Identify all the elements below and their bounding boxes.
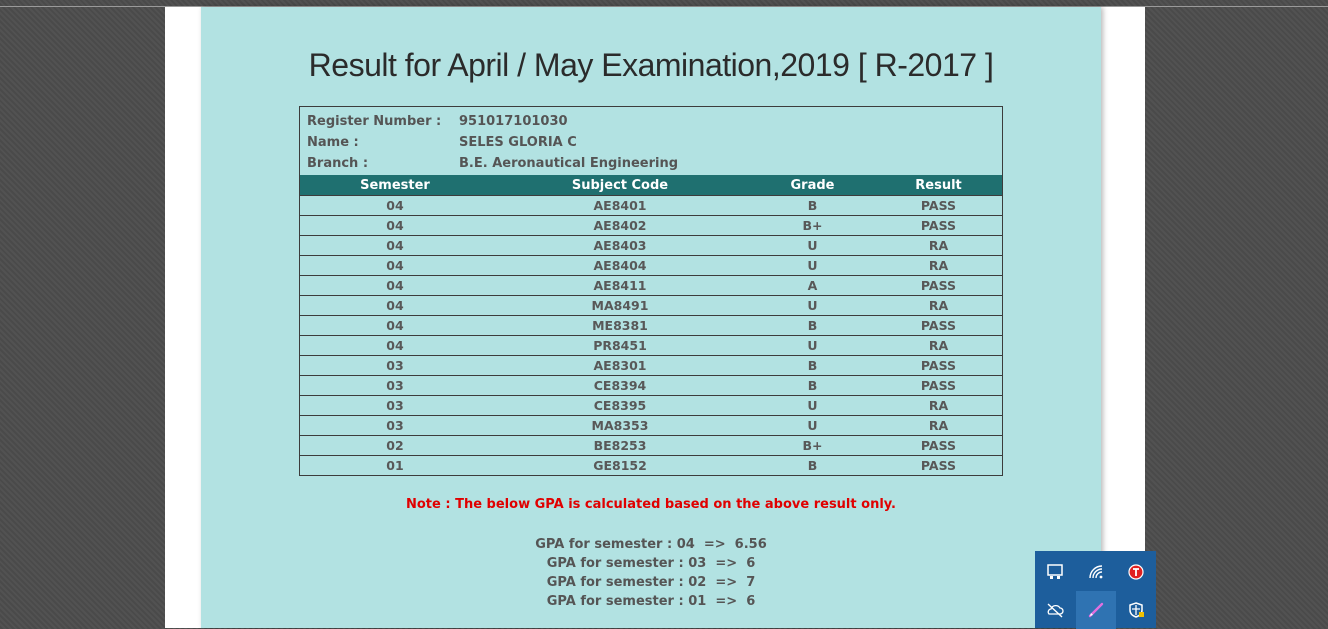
monitor-icon[interactable] xyxy=(1035,553,1075,591)
gpa-semester-04: GPA for semester : 04 => 6.56 xyxy=(535,537,767,552)
branch-label: Branch : xyxy=(307,156,369,171)
grade-cell: A xyxy=(750,275,875,296)
gpa-semester-02: GPA for semester : 02 => 7 xyxy=(546,575,756,590)
result-cell: RA xyxy=(875,255,1002,276)
semester-cell: 03 xyxy=(300,355,490,376)
result-cell: PASS xyxy=(875,375,1002,396)
grade-cell: U xyxy=(750,255,875,276)
subject-code-cell: AE8404 xyxy=(490,255,750,276)
grade-cell: B+ xyxy=(750,435,875,456)
result-table-box: Register Number : 951017101030 Name : SE… xyxy=(299,106,1003,476)
grade-cell: U xyxy=(750,235,875,256)
semester-cell: 04 xyxy=(300,235,490,256)
grade-cell: B+ xyxy=(750,215,875,236)
semester-cell: 03 xyxy=(300,375,490,396)
grade-cell: B xyxy=(750,375,875,396)
table-row: 01 GE8152 B PASS xyxy=(300,455,1002,475)
subject-code-cell: CE8394 xyxy=(490,375,750,396)
table-row: 03 AE8301 B PASS xyxy=(300,355,1002,376)
result-cell: RA xyxy=(875,235,1002,256)
grade-cell: B xyxy=(750,315,875,336)
window-top-border xyxy=(0,6,1328,7)
table-row: 04 ME8381 B PASS xyxy=(300,315,1002,336)
system-tray-overflow xyxy=(1035,551,1156,629)
grade-cell: B xyxy=(750,355,875,376)
semester-cell: 02 xyxy=(300,435,490,456)
grade-cell: B xyxy=(750,195,875,216)
table-row: 04 AE8411 A PASS xyxy=(300,275,1002,296)
table-row: 04 AE8402 B+ PASS xyxy=(300,215,1002,236)
gpa-note: Note : The below GPA is calculated based… xyxy=(406,497,896,512)
table-row: 04 PR8451 U RA xyxy=(300,335,1002,356)
result-cell: PASS xyxy=(875,435,1002,456)
result-cell: PASS xyxy=(875,195,1002,216)
subject-code-cell: ME8381 xyxy=(490,315,750,336)
semester-cell: 04 xyxy=(300,255,490,276)
gpa-semester-03: GPA for semester : 03 => 6 xyxy=(546,556,756,571)
header-grade: Grade xyxy=(750,175,875,196)
result-cell: RA xyxy=(875,395,1002,416)
table-row: 03 CE8394 B PASS xyxy=(300,375,1002,396)
subject-code-cell: MA8353 xyxy=(490,415,750,436)
result-cell: RA xyxy=(875,335,1002,356)
table-row: 02 BE8253 B+ PASS xyxy=(300,435,1002,456)
header-semester: Semester xyxy=(300,175,490,196)
semester-cell: 04 xyxy=(300,335,490,356)
semester-cell: 03 xyxy=(300,415,490,436)
table-row: 04 AE8401 B PASS xyxy=(300,195,1002,216)
subject-code-cell: CE8395 xyxy=(490,395,750,416)
register-number-value: 951017101030 xyxy=(459,114,568,129)
subject-code-cell: AE8301 xyxy=(490,355,750,376)
semester-cell: 04 xyxy=(300,215,490,236)
subject-code-cell: AE8411 xyxy=(490,275,750,296)
pen-icon[interactable] xyxy=(1076,591,1116,629)
grade-cell: B xyxy=(750,455,875,475)
result-panel: Result for April / May Examination,2019 … xyxy=(201,7,1101,628)
name-value: SELES GLORIA C xyxy=(459,135,577,150)
grade-cell: U xyxy=(750,295,875,316)
grade-cell: U xyxy=(750,415,875,436)
table-row: 04 AE8403 U RA xyxy=(300,235,1002,256)
gpa-semester-01: GPA for semester : 01 => 6 xyxy=(546,594,756,609)
semester-cell: 04 xyxy=(300,275,490,296)
subject-code-cell: AE8403 xyxy=(490,235,750,256)
cloud-off-icon[interactable] xyxy=(1035,591,1075,629)
result-cell: PASS xyxy=(875,355,1002,376)
result-cell: RA xyxy=(875,295,1002,316)
semester-cell: 03 xyxy=(300,395,490,416)
wifi-icon[interactable] xyxy=(1076,553,1116,591)
table-row: 03 CE8395 U RA xyxy=(300,395,1002,416)
subject-code-cell: PR8451 xyxy=(490,335,750,356)
page-title: Result for April / May Examination,2019 … xyxy=(308,47,994,83)
subject-code-cell: AE8401 xyxy=(490,195,750,216)
result-cell: RA xyxy=(875,415,1002,436)
security-shield-icon[interactable] xyxy=(1116,591,1156,629)
name-label: Name : xyxy=(307,135,359,150)
grade-cell: U xyxy=(750,335,875,356)
semester-cell: 04 xyxy=(300,295,490,316)
branch-value: B.E. Aeronautical Engineering xyxy=(459,156,679,171)
subject-code-cell: GE8152 xyxy=(490,455,750,475)
result-cell: PASS xyxy=(875,455,1002,475)
register-number-label: Register Number : xyxy=(307,114,442,129)
subject-code-cell: BE8253 xyxy=(490,435,750,456)
header-result: Result xyxy=(875,175,1002,196)
semester-cell: 04 xyxy=(300,315,490,336)
semester-cell: 01 xyxy=(300,455,490,475)
table-row: 04 AE8404 U RA xyxy=(300,255,1002,276)
result-cell: PASS xyxy=(875,275,1002,296)
marks-table: Semester Subject Code Grade Result 04 AE8… xyxy=(300,175,1002,475)
table-row: 04 MA8491 U RA xyxy=(300,295,1002,316)
semester-cell: 04 xyxy=(300,195,490,216)
table-header-row: Semester Subject Code Grade Result xyxy=(300,175,1002,196)
subject-code-cell: AE8402 xyxy=(490,215,750,236)
subject-code-cell: MA8491 xyxy=(490,295,750,316)
gpa-list: GPA for semester : 04 => 6.56 GPA for se… xyxy=(201,535,1101,611)
result-cell: PASS xyxy=(875,315,1002,336)
result-cell: PASS xyxy=(875,215,1002,236)
header-subject-code: Subject Code xyxy=(490,175,750,196)
antivirus-icon[interactable] xyxy=(1116,553,1156,591)
table-row: 03 MA8353 U RA xyxy=(300,415,1002,436)
grade-cell: U xyxy=(750,395,875,416)
